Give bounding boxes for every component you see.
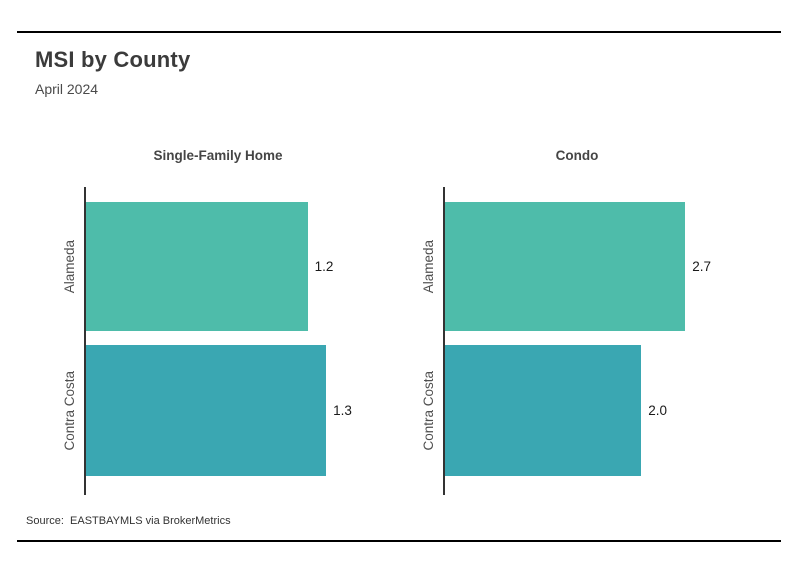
value-label: 1.3	[333, 403, 352, 418]
chart-panel-single-family-home: Single-Family Home Alameda 1.2 Contra Co…	[62, 145, 352, 497]
page-title: MSI by County	[35, 47, 191, 72]
plot-area: Alameda 2.7 Contra Costa 2.0	[421, 187, 711, 495]
bar-row-contra-costa: Contra Costa 2.0	[421, 345, 711, 476]
bar-contra-costa-single-family	[86, 345, 327, 476]
category-label-contra-costa: Contra Costa	[420, 370, 436, 451]
bar-alameda-condo	[445, 202, 686, 331]
bar-row-alameda: Alameda 2.7	[421, 202, 711, 331]
bar-row-alameda: Alameda 1.2	[62, 202, 352, 331]
panel-title: Condo	[555, 148, 599, 163]
bar-row-contra-costa: Contra Costa 1.3	[62, 345, 352, 476]
source-attribution: Source: EASTBAYMLS via BrokerMetrics	[26, 515, 231, 527]
y-axis-line	[84, 187, 86, 495]
category-label-contra-costa: Contra Costa	[61, 370, 77, 451]
page-subtitle: April 2024	[35, 81, 99, 97]
top-divider	[17, 31, 781, 33]
bar-alameda-single-family	[86, 202, 308, 331]
category-label-alameda: Alameda	[61, 239, 77, 294]
bottom-divider	[17, 540, 781, 542]
value-label: 1.2	[314, 259, 334, 274]
value-label: 2.0	[648, 403, 668, 418]
panel-title: Single-Family Home	[153, 148, 283, 163]
bar-contra-costa-condo	[445, 345, 642, 476]
plot-area: Alameda 1.2 Contra Costa 1.3	[62, 187, 352, 495]
category-label-alameda: Alameda	[420, 239, 436, 294]
value-label: 2.7	[692, 259, 711, 274]
y-axis-line	[443, 187, 445, 495]
chart-panel-condo: Condo Alameda 2.7 Contra Costa 2.0	[421, 145, 711, 497]
